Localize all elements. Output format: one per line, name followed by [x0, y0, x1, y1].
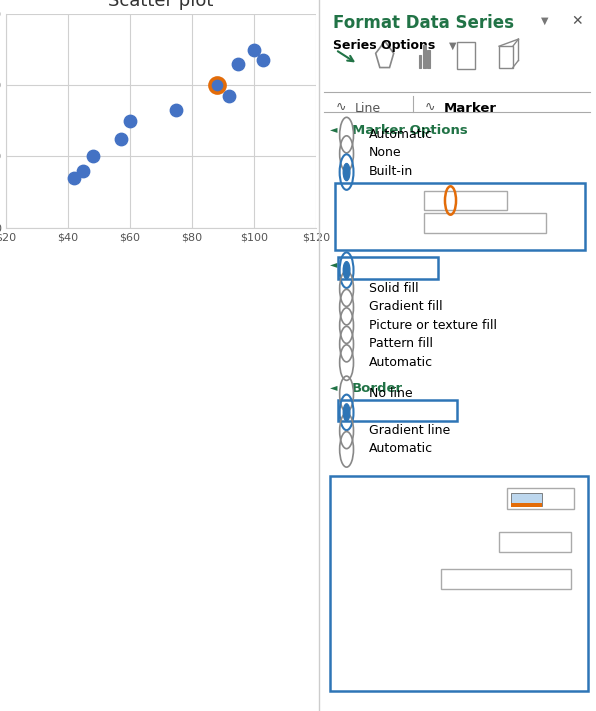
Text: No line: No line [369, 387, 412, 400]
Point [125, 115, 135, 127]
Text: ▼: ▼ [541, 16, 548, 26]
Point [212, 80, 222, 91]
Text: 0%: 0% [513, 535, 533, 548]
Point [234, 58, 243, 70]
Point [116, 133, 125, 144]
Text: Border: Border [352, 382, 403, 395]
Text: ▼: ▼ [560, 545, 566, 550]
Text: ◄: ◄ [330, 124, 337, 134]
Circle shape [343, 164, 350, 181]
Circle shape [343, 262, 350, 279]
Text: Gradient line: Gradient line [369, 424, 450, 437]
Text: Format Data Series: Format Data Series [333, 14, 514, 32]
Text: Size: Size [352, 217, 378, 230]
Text: Solid fill: Solid fill [369, 282, 418, 294]
Text: No fill: No fill [369, 263, 405, 276]
Text: Width: Width [347, 572, 383, 584]
Text: Marker Options: Marker Options [352, 124, 468, 137]
Text: Gradient fill: Gradient fill [369, 300, 442, 313]
Text: Transparency: Transparency [347, 532, 430, 545]
Text: ∿: ∿ [336, 101, 346, 114]
Text: Automatic: Automatic [369, 356, 433, 368]
Point [259, 55, 268, 66]
FancyBboxPatch shape [418, 55, 421, 68]
Text: 1.25 pt: 1.25 pt [458, 572, 502, 584]
FancyBboxPatch shape [511, 493, 542, 506]
Text: ▲: ▲ [532, 219, 538, 225]
Text: Solid line: Solid line [369, 405, 426, 418]
Text: Automatic: Automatic [369, 442, 433, 455]
Text: Picture or texture fill: Picture or texture fill [369, 319, 496, 331]
Text: ▼: ▼ [532, 227, 538, 232]
Text: ▼: ▼ [491, 195, 498, 205]
FancyBboxPatch shape [424, 191, 507, 210]
Text: Fill: Fill [352, 259, 375, 272]
Text: ▼: ▼ [449, 41, 457, 50]
Text: 8: 8 [441, 217, 449, 230]
FancyBboxPatch shape [339, 257, 438, 279]
Text: Built-in: Built-in [369, 165, 413, 178]
Text: ∿: ∿ [424, 101, 434, 114]
Circle shape [343, 404, 350, 421]
FancyBboxPatch shape [424, 213, 546, 233]
FancyBboxPatch shape [441, 569, 571, 589]
Text: Marker: Marker [443, 102, 496, 114]
FancyBboxPatch shape [330, 476, 588, 691]
Text: Automatic: Automatic [369, 128, 433, 141]
FancyBboxPatch shape [423, 45, 426, 68]
Point [249, 44, 259, 55]
Text: ▼: ▼ [548, 492, 555, 502]
Text: ◄: ◄ [330, 382, 337, 392]
FancyBboxPatch shape [336, 183, 585, 250]
FancyBboxPatch shape [458, 42, 476, 69]
Point [224, 90, 234, 102]
Title: Scatter plot: Scatter plot [108, 0, 213, 10]
Text: ▼: ▼ [560, 582, 566, 587]
FancyBboxPatch shape [339, 400, 458, 421]
Point [172, 105, 181, 116]
Text: ▲: ▲ [560, 537, 566, 542]
Text: Line: Line [355, 102, 381, 114]
FancyBboxPatch shape [427, 50, 430, 68]
Text: ◄: ◄ [330, 259, 337, 269]
Text: ▲: ▲ [560, 574, 566, 579]
Point [69, 172, 79, 183]
FancyBboxPatch shape [507, 488, 574, 509]
Text: Pattern fill: Pattern fill [369, 337, 433, 350]
Text: None: None [369, 146, 401, 159]
FancyBboxPatch shape [499, 532, 571, 552]
Text: ✕: ✕ [571, 14, 583, 28]
Point [88, 151, 98, 162]
Text: Type: Type [352, 194, 381, 207]
Text: Color: Color [347, 492, 379, 505]
FancyBboxPatch shape [511, 503, 542, 507]
Text: Series Options: Series Options [333, 39, 435, 52]
Point [79, 165, 88, 176]
